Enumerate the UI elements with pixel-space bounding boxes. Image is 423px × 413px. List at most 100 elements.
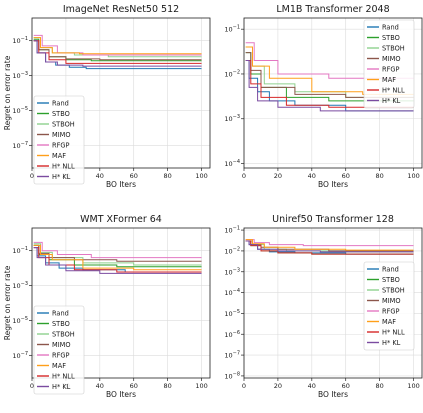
y-tick-label: 10−1: [224, 25, 240, 34]
y-tick-label: 10−3: [224, 114, 240, 123]
legend-label: Rand: [52, 99, 69, 107]
y-tick-label: 10−4: [224, 288, 240, 297]
legend-label: STBOH: [382, 44, 405, 52]
y-tick-label: 10−3: [224, 267, 240, 276]
y-tick-label: 10−7: [12, 351, 28, 360]
legend-label: RFGP: [382, 65, 399, 73]
x-tick-label: 80: [375, 172, 383, 180]
y-tick-label: 10−2: [224, 246, 240, 255]
x-axis-label: BO Iters: [318, 390, 348, 399]
legend-label: H* NLL: [382, 86, 405, 94]
legend-label: RFGP: [52, 351, 69, 359]
legend-label: STBO: [52, 110, 70, 118]
y-tick-label: 10−4: [224, 159, 240, 168]
x-tick-label: 0: [30, 172, 34, 180]
x-tick-label: 40: [308, 172, 316, 180]
y-tick-label: 10−7: [224, 351, 240, 360]
subplot-title: ImageNet ResNet50 512: [63, 4, 179, 15]
x-tick-label: 100: [195, 382, 207, 390]
series-line-maf: [33, 244, 202, 271]
x-tick-label: 60: [342, 172, 350, 180]
series-line-maf: [245, 46, 414, 95]
axes-frame: [31, 17, 211, 169]
series-line-maf: [33, 37, 202, 55]
legend-label: H* NLL: [52, 372, 75, 380]
subplot-title: Uniref50 Transformer 128: [272, 214, 394, 225]
legend-label: STBO: [382, 276, 400, 284]
series-line-h-nll: [245, 240, 414, 255]
y-tick-label: 10−6: [224, 330, 240, 339]
y-axis-label: Regret on error rate: [3, 265, 12, 340]
legend: Rand STBO STBOH MIMO RFGP MAF H* NLL H* KL: [363, 19, 415, 109]
axes-frame: [243, 17, 423, 169]
subplot-title: WMT XFormer 64: [80, 214, 162, 225]
series-line-rfgp: [33, 34, 202, 56]
series-line-rfgp: [33, 241, 202, 259]
y-tick-label: 10−5: [12, 316, 28, 325]
legend-label: STBO: [52, 320, 70, 328]
legend-label: STBOH: [52, 120, 75, 128]
x-axis-label: BO Iters: [106, 180, 136, 189]
series-line-h-nll: [245, 60, 414, 108]
legend-box: [363, 19, 415, 109]
legend-box: [33, 305, 85, 395]
x-tick-label: 60: [342, 382, 350, 390]
legend: Rand STBO STBOH MIMO RFGP MAF H* NLL H* KL: [33, 95, 85, 185]
x-tick-label: 40: [96, 382, 104, 390]
y-tick-label: 10−2: [224, 69, 240, 78]
legend-label: MAF: [382, 318, 396, 326]
legend-label: STBOH: [52, 330, 75, 338]
legend-label: STBO: [382, 34, 400, 42]
x-tick-label: 100: [407, 172, 419, 180]
legend: Rand STBO STBOH MIMO RFGP MAF H* NLL H* KL: [363, 261, 415, 351]
x-tick-label: 60: [130, 382, 138, 390]
axes-frame: [31, 227, 211, 379]
legend-label: H* KL: [52, 383, 71, 391]
x-tick-label: 60: [130, 172, 138, 180]
x-tick-label: 0: [242, 172, 246, 180]
x-tick-label: 80: [375, 382, 383, 390]
subplot-4: 0 20 40 60 80 100 10−1 10−2 10−3 10−4 10−5 10−6 10−7…: [224, 214, 423, 399]
x-tick-label: 100: [407, 382, 419, 390]
legend-label: MIMO: [52, 341, 71, 349]
series-line-h-kl: [245, 240, 414, 253]
legend-label: MIMO: [382, 297, 401, 305]
x-tick-label: 100: [195, 172, 207, 180]
legend-label: MIMO: [52, 131, 71, 139]
series-line-h-nll: [33, 40, 202, 64]
x-tick-label: 80: [163, 172, 171, 180]
series-line-maf: [245, 239, 414, 251]
legend-label: H* KL: [382, 339, 401, 347]
y-axis-label: Regret on error rate: [3, 55, 12, 130]
y-tick-label: 10−8: [224, 371, 240, 380]
y-tick-label: 10−5: [12, 106, 28, 115]
y-tick-label: 10−3: [12, 281, 28, 290]
x-tick-label: 40: [96, 172, 104, 180]
y-tick-label: 10−3: [12, 71, 28, 80]
legend-label: H* KL: [382, 97, 401, 105]
legend-label: MAF: [52, 362, 66, 370]
y-tick-label: 10−7: [12, 141, 28, 150]
y-tick-label: 10−1: [12, 246, 28, 255]
x-tick-label: 0: [242, 382, 246, 390]
legend-label: Rand: [382, 23, 399, 31]
legend-box: [33, 95, 85, 185]
x-tick-label: 0: [30, 382, 34, 390]
y-tick-label: 10−5: [224, 309, 240, 318]
legend-label: RFGP: [382, 307, 399, 315]
x-tick-label: 40: [308, 382, 316, 390]
x-tick-label: 20: [274, 382, 282, 390]
legend-label: MAF: [382, 76, 396, 84]
series-line-rfgp: [245, 42, 414, 79]
x-tick-label: 20: [274, 172, 282, 180]
legend-label: STBOH: [382, 286, 405, 294]
y-tick-label: 10−1: [12, 36, 28, 45]
x-tick-label: 80: [163, 382, 171, 390]
legend-label: RFGP: [52, 141, 69, 149]
legend: Rand STBO STBOH MIMO RFGP MAF H* NLL H* KL: [33, 305, 85, 395]
x-axis-label: BO Iters: [318, 180, 348, 189]
series-line-h-kl: [245, 60, 414, 112]
